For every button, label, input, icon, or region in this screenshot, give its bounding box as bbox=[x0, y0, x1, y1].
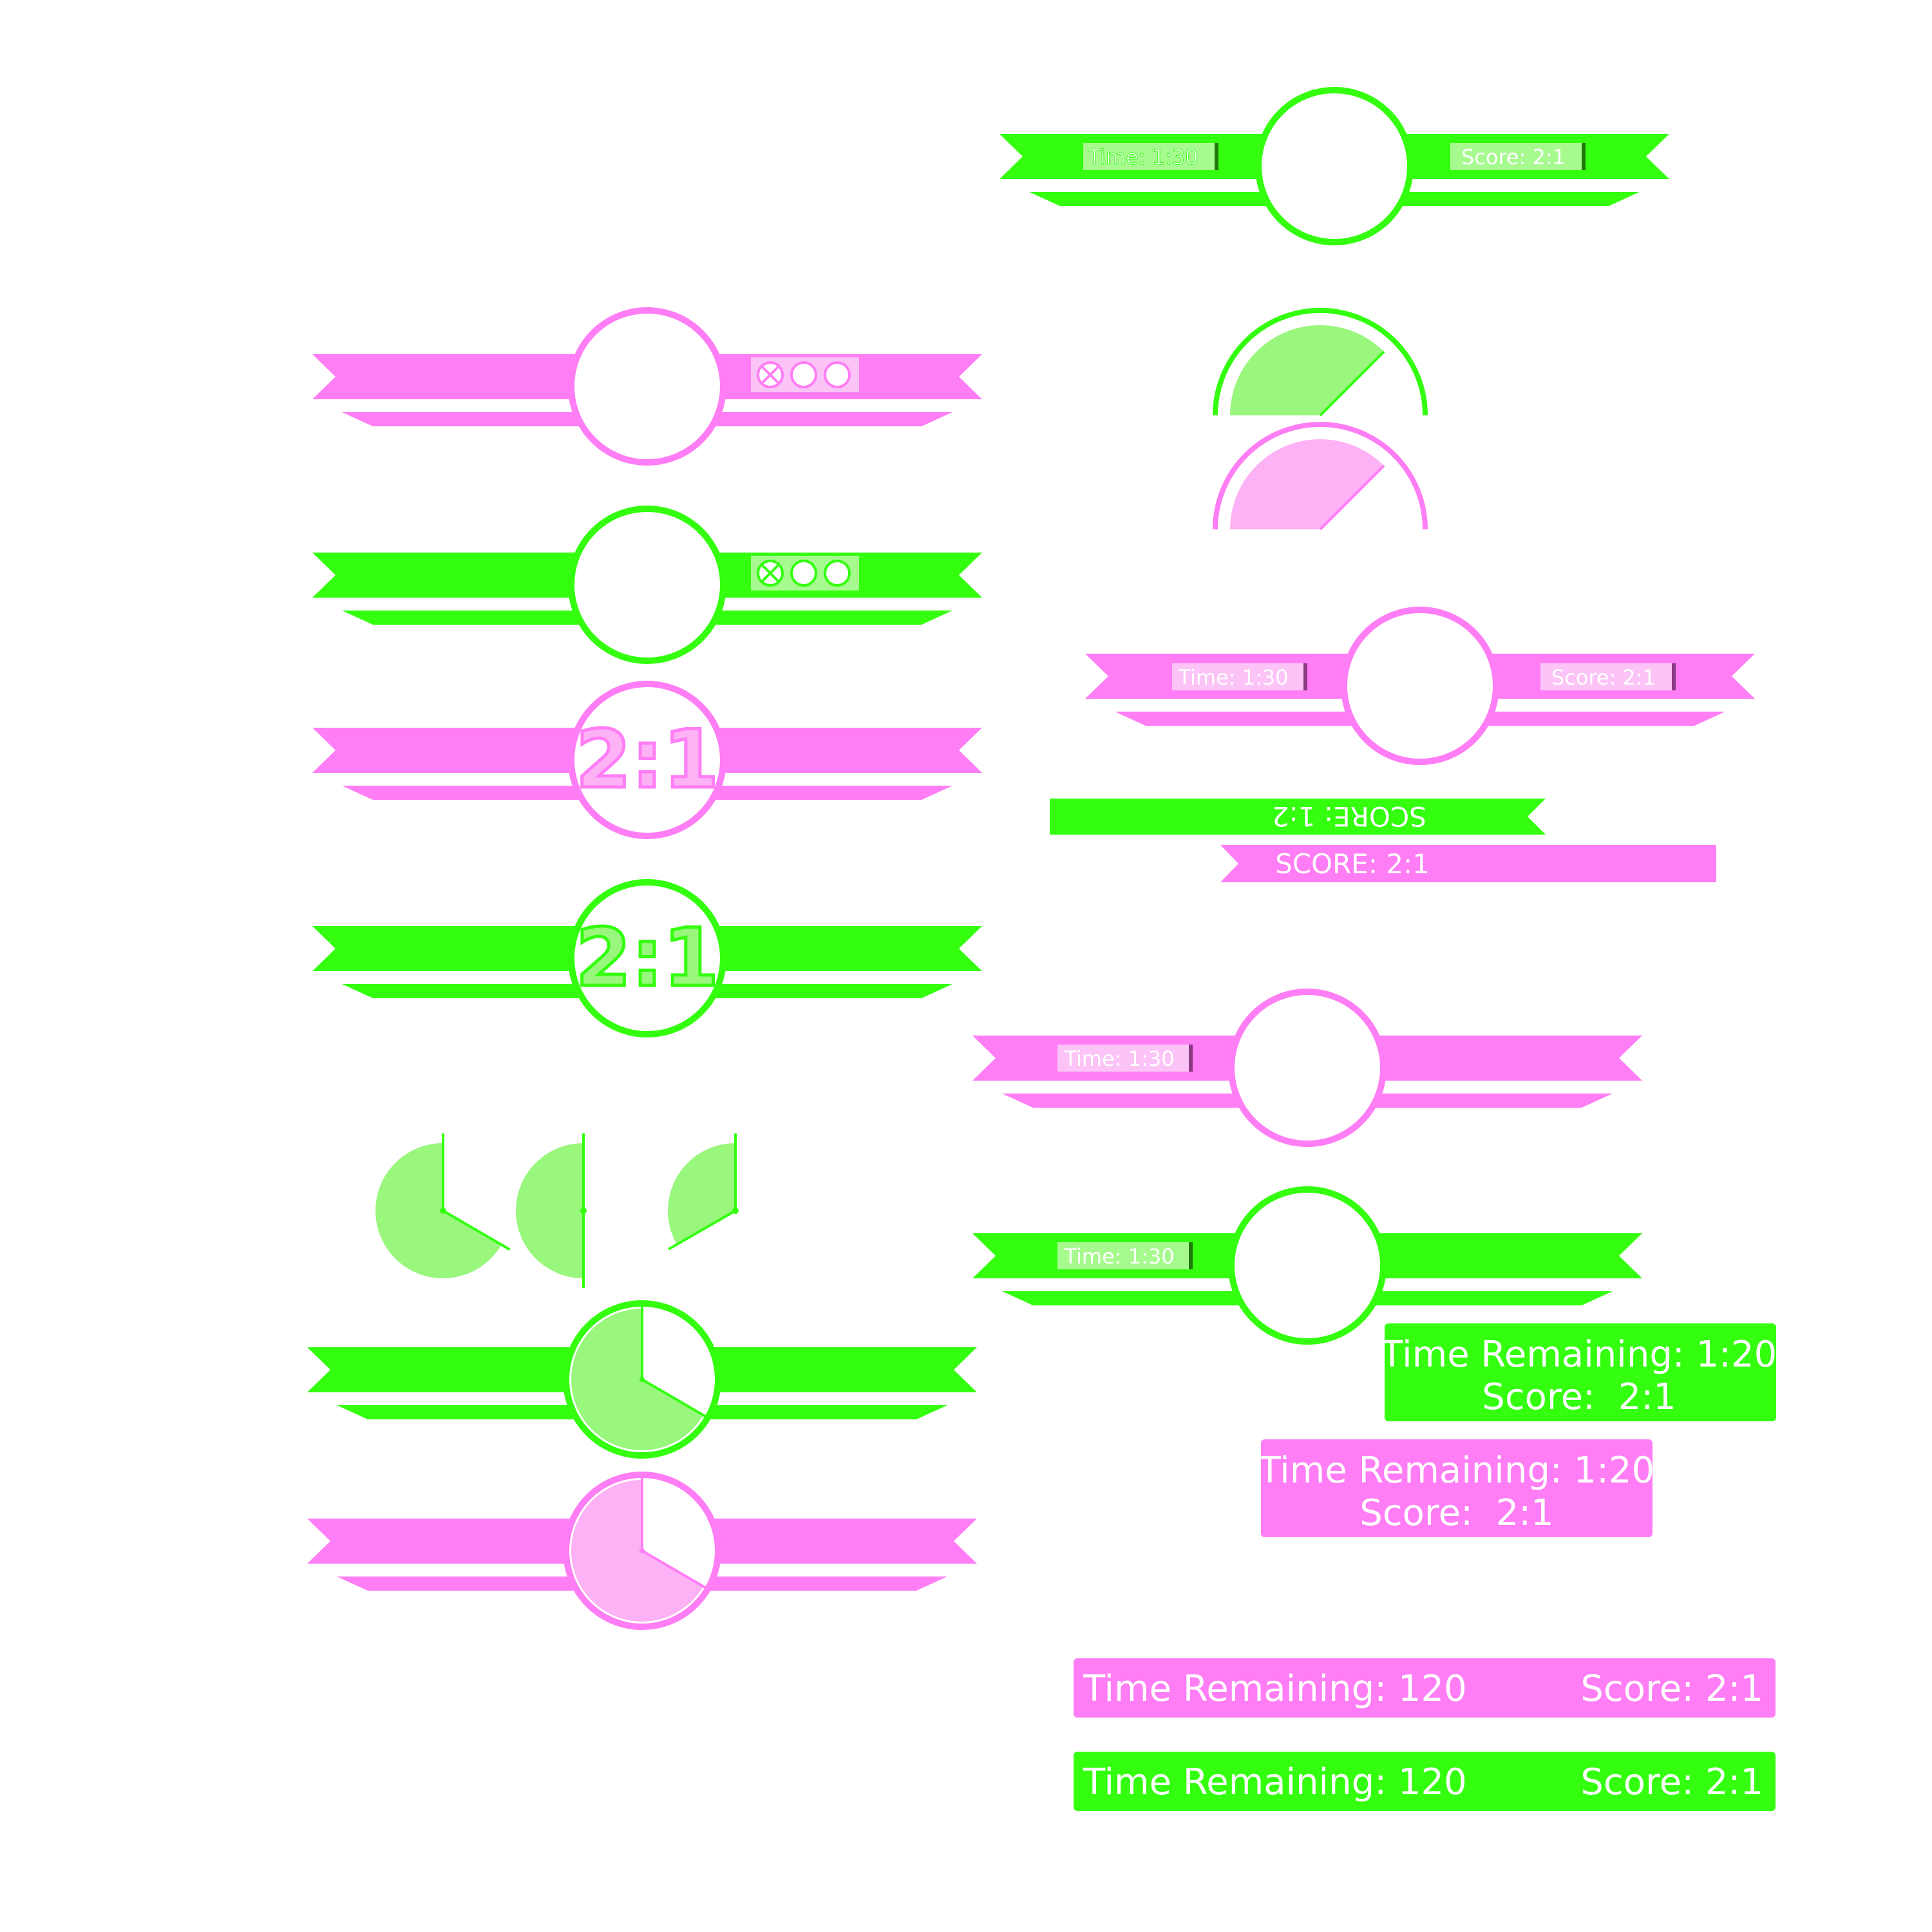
time-remaining-text: Time Remaining: 120 bbox=[1083, 1668, 1467, 1710]
banner-badge bbox=[1228, 1186, 1387, 1345]
timer-dial-pink bbox=[1213, 422, 1428, 531]
banner-pink-time: Time: 1:30 bbox=[972, 989, 1642, 1147]
status-bar-green: Time Remaining: 120 Score: 2:1 bbox=[1074, 1752, 1776, 1811]
banner-badge bbox=[568, 307, 726, 466]
time-tag-text: Time: 1:30 bbox=[1177, 665, 1288, 690]
timer-dial-green bbox=[1213, 308, 1428, 417]
status-bar-pink: Time Remaining: 120 Score: 2:1 bbox=[1074, 1658, 1776, 1718]
time-remaining-text: Time Remaining: 120 bbox=[1083, 1761, 1467, 1803]
score-tag-text: Score: 2:1 bbox=[1461, 145, 1566, 169]
pie-timer bbox=[516, 1133, 587, 1288]
score-text: Score: 2:1 bbox=[1482, 1376, 1676, 1418]
score-ribbon-text: SCORE: 2:1 bbox=[1275, 848, 1430, 880]
time-tag: Time: 1:30 bbox=[1172, 663, 1307, 690]
life-icon bbox=[790, 361, 817, 388]
banner-badge bbox=[568, 506, 726, 664]
badge-pie-timer bbox=[571, 1305, 708, 1451]
time-tag: Time: 1:30 bbox=[1057, 1242, 1193, 1269]
score-ribbon-green-flipped: SCORE: 1:2 bbox=[1050, 799, 1546, 835]
score-tag: Score: 2:1 bbox=[1540, 663, 1676, 690]
status-box-pink: Time Remaining: 1:20 Score: 2:1 bbox=[1258, 1439, 1655, 1537]
banner-green-time: Time: 1:30 bbox=[972, 1186, 1642, 1345]
banner-green-time-score: Time: 1:30 Score: 2:1 bbox=[999, 87, 1669, 245]
score-tag-text: Score: 2:1 bbox=[1551, 665, 1656, 690]
score-badge-text: 2:1 bbox=[576, 912, 719, 1005]
lives-indicator bbox=[751, 556, 859, 591]
lives-indicator bbox=[751, 357, 859, 392]
score-text: Score: 2:1 bbox=[1580, 1668, 1763, 1710]
life-lost-icon bbox=[757, 361, 784, 388]
score-badge-text: 2:1 bbox=[576, 714, 719, 806]
score-text: Score: 2:1 bbox=[1359, 1492, 1553, 1534]
score-ribbon-pink: SCORE: 2:1 bbox=[1220, 845, 1716, 882]
banner-badge bbox=[1341, 607, 1499, 765]
banner-badge bbox=[568, 681, 726, 839]
banner-green-timer bbox=[307, 1300, 977, 1459]
banner-badge bbox=[1255, 87, 1414, 245]
banner-badge bbox=[1228, 989, 1387, 1147]
score-text: Score: 2:1 bbox=[1580, 1761, 1763, 1803]
banner-badge bbox=[568, 879, 726, 1037]
life-icon bbox=[824, 560, 851, 587]
banner-green-score: 2:1 bbox=[312, 879, 982, 1037]
banner-green-lives bbox=[312, 506, 982, 664]
pie-timer-row bbox=[375, 1133, 739, 1288]
life-icon bbox=[824, 361, 851, 388]
banner-pink-score: 2:1 bbox=[312, 681, 982, 839]
time-tag-text: Time: 1:30 bbox=[1063, 1046, 1174, 1071]
banner-pink-time-score: Time: 1:30 Score: 2:1 bbox=[1085, 607, 1755, 765]
pie-timer bbox=[668, 1133, 739, 1251]
pie-timer bbox=[375, 1133, 511, 1278]
time-remaining-text: Time Remaining: 1:20 bbox=[1381, 1334, 1777, 1376]
life-icon bbox=[790, 560, 817, 587]
time-tag-text: Time: 1:30 bbox=[1087, 145, 1198, 169]
badge-pie-timer bbox=[571, 1476, 708, 1622]
time-tag-text: Time: 1:30 bbox=[1063, 1244, 1174, 1269]
time-tag: Time: 1:30 bbox=[1057, 1045, 1193, 1072]
time-remaining-text: Time Remaining: 1:20 bbox=[1258, 1450, 1655, 1492]
banner-pink-timer bbox=[307, 1472, 977, 1630]
time-tag: Time: 1:30 bbox=[1083, 143, 1218, 170]
score-ribbon-flipped-text: SCORE: 1:2 bbox=[1272, 800, 1426, 832]
score-tag: Score: 2:1 bbox=[1450, 143, 1586, 170]
status-box-green: Time Remaining: 1:20 Score: 2:1 bbox=[1381, 1323, 1777, 1421]
life-lost-icon bbox=[757, 560, 784, 587]
banner-pink-lives bbox=[312, 307, 982, 466]
